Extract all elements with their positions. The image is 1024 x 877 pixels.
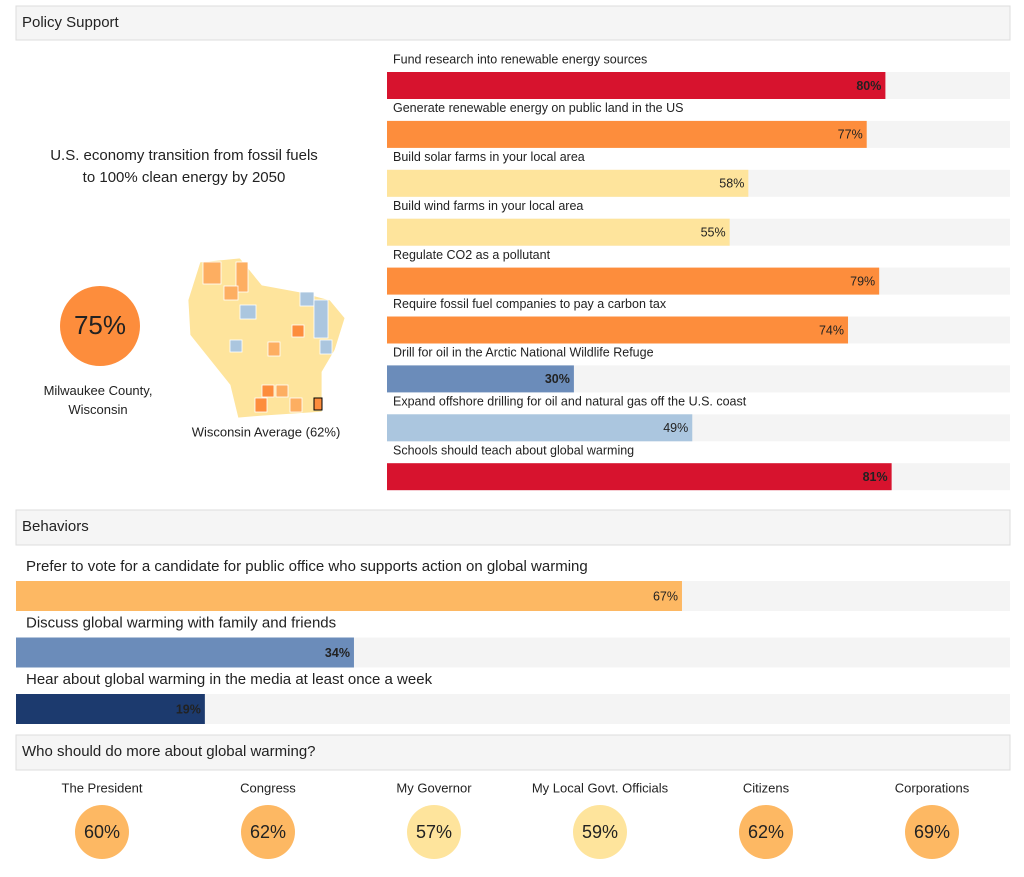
- bar-value: 19%: [176, 702, 201, 716]
- bar-value: 79%: [850, 274, 875, 288]
- bar: [387, 414, 693, 442]
- map-caption: Wisconsin Average (62%): [192, 424, 341, 439]
- actor-circle: [407, 805, 461, 859]
- bar-label: Discuss global warming with family and f…: [26, 614, 336, 631]
- bar-label: Build solar farms in your local area: [393, 150, 585, 164]
- bar-value: 55%: [701, 225, 726, 239]
- actor-circle: [739, 805, 793, 859]
- bar-value: 49%: [663, 421, 688, 435]
- bar-value: 77%: [838, 128, 863, 142]
- actor-circle: [905, 805, 959, 859]
- bar-value: 81%: [863, 470, 888, 484]
- actor-value: 59%: [582, 822, 618, 842]
- bar-label: Schools should teach about global warmin…: [393, 443, 634, 457]
- section-title: Who should do more about global warming?: [22, 743, 316, 760]
- bar: [16, 581, 682, 611]
- bar-value: 67%: [653, 589, 678, 603]
- section-header: [15, 734, 1011, 771]
- actor-label: My Local Govt. Officials: [532, 780, 669, 795]
- actor-label: The President: [62, 780, 143, 795]
- bar-label: Prefer to vote for a candidate for publi…: [26, 558, 588, 575]
- bar-value: 58%: [719, 177, 744, 191]
- bar: [16, 637, 354, 668]
- bar-label: Drill for oil in the Arctic National Wil…: [393, 346, 654, 360]
- section-title: Policy Support: [22, 14, 120, 31]
- bar-label: Require fossil fuel companies to pay a c…: [393, 297, 667, 311]
- bar: [387, 72, 886, 99]
- score-label: 75%: [74, 310, 126, 340]
- bar-value: 74%: [819, 323, 844, 337]
- section-title: Behaviors: [22, 518, 89, 535]
- headline: U.S. economy transition from fossil fuel…: [50, 147, 318, 186]
- bar: [387, 267, 880, 295]
- bar-value: 30%: [545, 372, 570, 386]
- bar: [387, 463, 892, 491]
- bar-label: Expand offshore drilling for oil and nat…: [393, 395, 747, 409]
- section-header: [15, 509, 1011, 546]
- bar-value: 80%: [856, 79, 881, 93]
- bar: [16, 694, 205, 724]
- state-map: [187, 257, 346, 419]
- bar-label: Generate renewable energy on public land…: [393, 101, 683, 115]
- actor-value: 57%: [416, 822, 452, 842]
- actor-label: Congress: [240, 780, 296, 795]
- bar: [387, 169, 749, 197]
- bar-label: Regulate CO2 as a pollutant: [393, 248, 551, 262]
- bar-label: Build wind farms in your local area: [393, 199, 583, 213]
- actor-circle: [241, 805, 295, 859]
- section-header: [15, 5, 1011, 41]
- bar: [387, 120, 867, 148]
- actor-value: 69%: [914, 822, 950, 842]
- score-circle: [60, 286, 140, 366]
- actor-label: Corporations: [895, 780, 970, 795]
- bar: [387, 316, 849, 344]
- actor-value: 62%: [250, 822, 286, 842]
- actor-circle: [75, 805, 129, 859]
- bar: [387, 218, 730, 246]
- bar: [387, 365, 574, 393]
- actor-value: 62%: [748, 822, 784, 842]
- bar-value: 34%: [325, 646, 350, 660]
- bar-label: Hear about global warming in the media a…: [26, 671, 433, 688]
- actor-value: 60%: [84, 822, 120, 842]
- actor-circle: [573, 805, 627, 859]
- actor-label: My Governor: [396, 780, 472, 795]
- actor-label: Citizens: [743, 780, 790, 795]
- bar-label: Fund research into renewable energy sour…: [393, 52, 647, 66]
- location: Milwaukee County, Wisconsin: [44, 383, 153, 417]
